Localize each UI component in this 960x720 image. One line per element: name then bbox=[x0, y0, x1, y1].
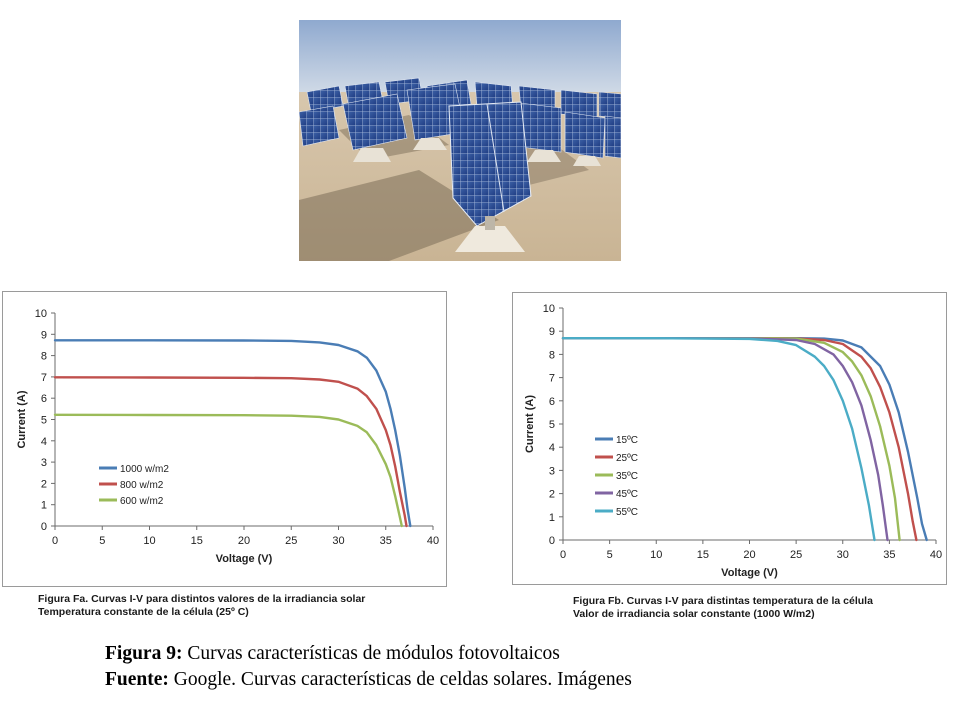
chart-a-x-tick-label: 20 bbox=[238, 535, 250, 547]
chart-a-x-tick-label: 10 bbox=[143, 535, 155, 547]
chart-a-y-tick-label: 3 bbox=[41, 457, 47, 469]
chart-irradiance-caption-line1: Figura Fa. Curvas I-V para distintos val… bbox=[38, 593, 366, 605]
chart-b-legend-label-1: 15ºC bbox=[616, 435, 638, 446]
chart-a-series-line-1 bbox=[53, 339, 412, 528]
chart-a-x-tick-label: 5 bbox=[99, 535, 105, 547]
chart-b-x-axis-label: Voltage (V) bbox=[721, 567, 778, 579]
chart-a-x-tick-label: 40 bbox=[427, 535, 439, 547]
solar-panel-photo-image bbox=[299, 20, 621, 261]
chart-b-series-line-5 bbox=[561, 337, 876, 542]
chart-b-y-tick-label: 0 bbox=[549, 535, 555, 547]
chart-a-x-tick-label: 35 bbox=[380, 535, 392, 547]
chart-a-x-tick-label: 0 bbox=[52, 535, 58, 547]
chart-temperature-plot: 0 1 2 3 4 5 6 7 8 9 10 0 5 10 15 20 25 30 35 40 Voltage (V) C… bbox=[524, 303, 942, 579]
chart-b-y-tick-label: 8 bbox=[549, 349, 555, 361]
chart-b-y-tick-label: 6 bbox=[549, 396, 555, 408]
chart-b-y-tick-label: 9 bbox=[549, 326, 555, 338]
chart-a-x-tick-label: 15 bbox=[191, 535, 203, 547]
figure-title: Curvas características de módulos fotovo… bbox=[182, 643, 560, 664]
chart-b-x-tick-label: 10 bbox=[650, 549, 662, 561]
chart-temperature-caption: Figura Fb. Curvas I-V para distintas tem… bbox=[573, 595, 873, 621]
chart-a-x-tick-label: 25 bbox=[285, 535, 297, 547]
chart-a-x-tick-label: 30 bbox=[332, 535, 344, 547]
chart-b-x-tick-label: 0 bbox=[560, 549, 566, 561]
figure-label: Figura 9: bbox=[105, 643, 183, 664]
solar-panel-photo bbox=[299, 20, 621, 261]
chart-a-y-tick-label: 4 bbox=[41, 436, 47, 448]
chart-a-y-tick-label: 9 bbox=[41, 329, 47, 341]
chart-b-legend-label-2: 25ºC bbox=[616, 453, 638, 464]
chart-irradiance: 0 1 2 3 4 5 6 7 8 9 10 0 5 10 15 20 25 30 35 40 Voltage (V) C… bbox=[2, 291, 447, 587]
chart-temperature-caption-line1: Figura Fb. Curvas I-V para distintas tem… bbox=[573, 595, 873, 607]
chart-irradiance-plot: 0 1 2 3 4 5 6 7 8 9 10 0 5 10 15 20 25 30 35 40 Voltage (V) C… bbox=[16, 308, 439, 565]
chart-a-x-axis-label: Voltage (V) bbox=[216, 553, 273, 565]
chart-b-legend-label-5: 55ºC bbox=[616, 507, 638, 518]
chart-b-y-tick-label: 5 bbox=[549, 419, 555, 431]
chart-a-y-tick-label: 5 bbox=[41, 415, 47, 427]
source-label: Fuente: bbox=[105, 669, 169, 690]
chart-b-y-tick-label: 4 bbox=[549, 442, 555, 454]
chart-a-y-tick-label: 2 bbox=[41, 478, 47, 490]
chart-b-y-tick-label: 2 bbox=[549, 489, 555, 501]
chart-a-y-axis-label: Current (A) bbox=[16, 390, 28, 448]
chart-a-y-tick-label: 7 bbox=[41, 372, 47, 384]
chart-b-y-tick-label: 1 bbox=[549, 512, 555, 524]
chart-irradiance-caption: Figura Fa. Curvas I-V para distintos val… bbox=[38, 593, 365, 619]
source-text: Google. Curvas características de celdas… bbox=[168, 669, 632, 690]
chart-b-legend-label-4: 45ºC bbox=[616, 489, 638, 500]
chart-a-legend-label-3: 600 w/m2 bbox=[120, 496, 164, 507]
figure-caption-line2: Fuente: Google. Curvas características d… bbox=[105, 667, 632, 693]
chart-a-y-tick-label: 10 bbox=[35, 308, 47, 320]
chart-a-y-tick-label: 1 bbox=[41, 500, 47, 512]
chart-b-y-axis-label: Current (A) bbox=[524, 395, 536, 453]
chart-temperature-caption-line2: Valor de irradiancia solar constante (10… bbox=[573, 608, 815, 620]
chart-b-x-tick-label: 40 bbox=[930, 549, 942, 561]
figure-caption: Figura 9: Curvas características de módu… bbox=[105, 641, 632, 693]
chart-a-series-line-3 bbox=[53, 413, 403, 528]
chart-b-x-tick-label: 35 bbox=[883, 549, 895, 561]
chart-b-x-tick-label: 5 bbox=[607, 549, 613, 561]
chart-b-series-line-3 bbox=[561, 337, 901, 542]
chart-b-x-tick-label: 30 bbox=[837, 549, 849, 561]
chart-a-legend-label-1: 1000 w/m2 bbox=[120, 464, 169, 475]
figure-caption-line1: Figura 9: Curvas características de módu… bbox=[105, 641, 632, 667]
chart-a-y-tick-label: 0 bbox=[41, 521, 47, 533]
chart-b-x-tick-label: 25 bbox=[790, 549, 802, 561]
chart-b-legend-label-3: 35ºC bbox=[616, 471, 638, 482]
chart-irradiance-caption-line2: Temperatura constante de la célula (25º … bbox=[38, 606, 249, 618]
chart-temperature: 0 1 2 3 4 5 6 7 8 9 10 0 5 10 15 20 25 30 35 40 Voltage (V) C… bbox=[512, 292, 947, 585]
chart-b-y-tick-label: 3 bbox=[549, 465, 555, 477]
chart-a-y-tick-label: 6 bbox=[41, 393, 47, 405]
chart-a-series-line-2 bbox=[53, 376, 408, 528]
chart-b-x-tick-label: 20 bbox=[743, 549, 755, 561]
chart-b-y-tick-label: 10 bbox=[543, 303, 555, 315]
chart-b-y-tick-label: 7 bbox=[549, 373, 555, 385]
chart-a-y-tick-label: 8 bbox=[41, 351, 47, 363]
chart-b-x-tick-label: 15 bbox=[697, 549, 709, 561]
chart-a-legend-label-2: 800 w/m2 bbox=[120, 480, 164, 491]
